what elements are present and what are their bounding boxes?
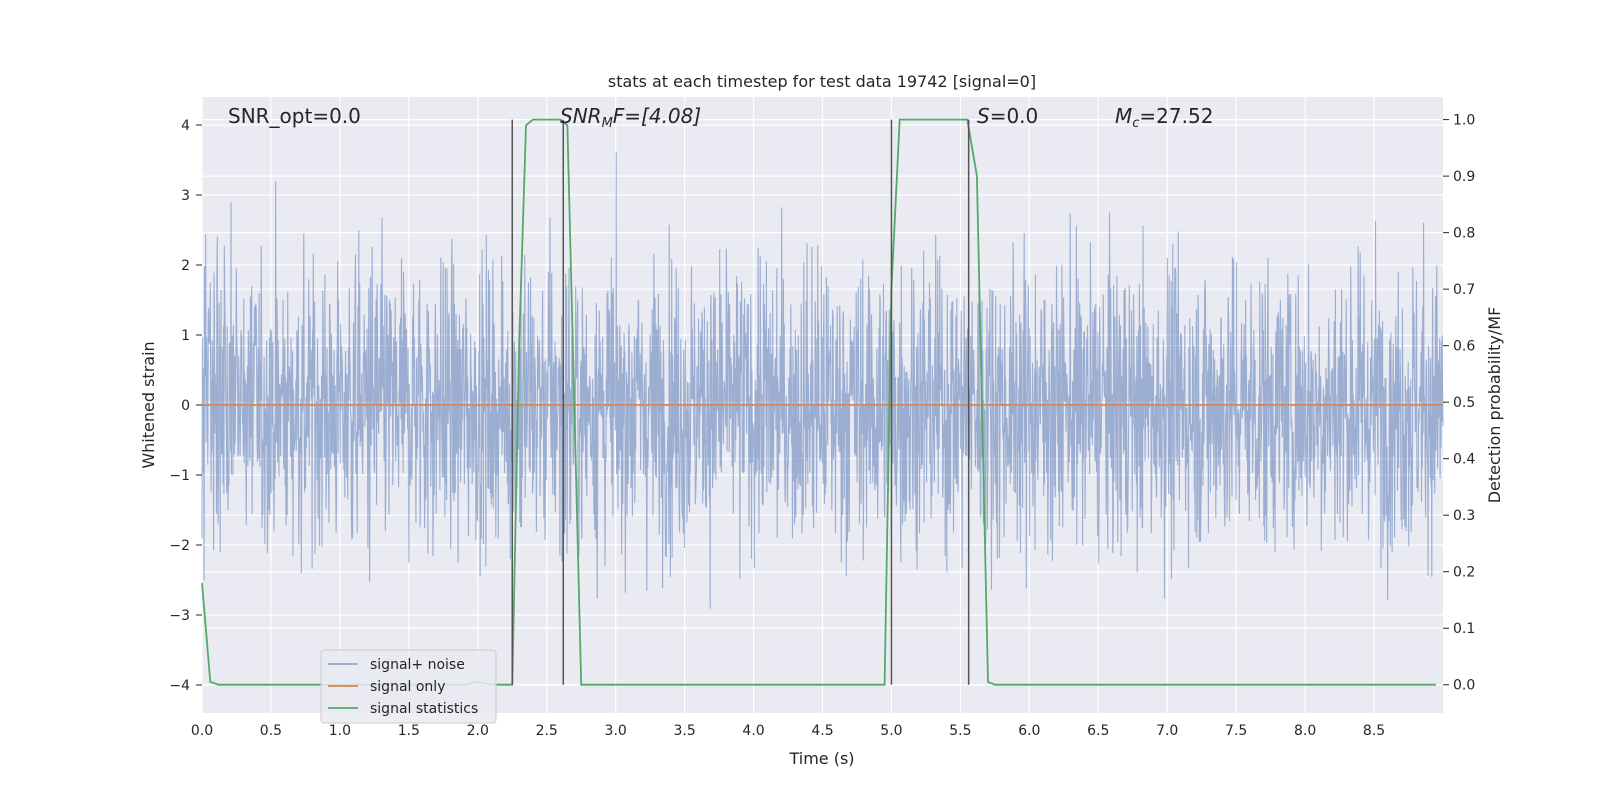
y2-tick-label: 0.3	[1453, 508, 1475, 524]
mc-base: M	[1115, 104, 1132, 128]
legend: signal+ noise signal only signal statist…	[320, 649, 497, 724]
x-tick-label: 0.5	[260, 723, 282, 739]
x-tick-label: 6.0	[1018, 723, 1040, 739]
series-signal-plus-noise	[201, 152, 1444, 609]
y2-tick-label: 0.7	[1453, 282, 1475, 298]
x-tick-label: 3.5	[673, 723, 695, 739]
vertical-markers	[511, 119, 970, 685]
legend-label-signal-only: signal only	[370, 679, 445, 695]
x-tick-label: 4.5	[811, 723, 833, 739]
y-tick-label: −1	[169, 468, 190, 484]
x-tick-label: 5.5	[949, 723, 971, 739]
s-label: S	[977, 104, 990, 128]
x-tick-label: 0.0	[191, 723, 213, 739]
x-tick-label: 8.5	[1363, 723, 1385, 739]
x-tick-label: 1.0	[329, 723, 351, 739]
y2-tick-label: 0.5	[1453, 395, 1475, 411]
y-tick-label: −4	[169, 678, 190, 694]
annotation-snr-mf: SNRMF=[4.08]	[560, 104, 701, 131]
mc-value: =27.52	[1139, 104, 1213, 128]
x-tick-label: 4.0	[742, 723, 764, 739]
legend-label-signal-statistics: signal statistics	[370, 701, 478, 717]
snr-mf-base: SNR	[560, 104, 602, 128]
x-tick-label: 6.5	[1087, 723, 1109, 739]
y-tick-label: −2	[169, 538, 190, 554]
y2-tick-label: 0.6	[1453, 339, 1475, 355]
noise-trace	[201, 152, 1444, 609]
legend-label-signal-plus-noise: signal+ noise	[370, 657, 465, 673]
x-axis-label: Time (s)	[788, 749, 854, 768]
y2-tick-label: 0.4	[1453, 452, 1475, 468]
y-axis-label: Whitened strain	[139, 341, 158, 468]
y-tick-label: −3	[169, 608, 190, 624]
x-tick-label: 3.0	[605, 723, 627, 739]
y2-tick-label: 0.1	[1453, 621, 1475, 637]
x-tick-label: 5.0	[880, 723, 902, 739]
y2-tick-label: 0.9	[1453, 169, 1475, 185]
annotation-snr-opt: SNR_opt=0.0	[228, 104, 361, 128]
y2-tick-label: 0.0	[1453, 678, 1475, 694]
y-tick-label: 2	[181, 258, 190, 274]
y-tick-label: 1	[181, 328, 190, 344]
x-tick-label: 2.0	[467, 723, 489, 739]
y-tick-label: 3	[181, 188, 190, 204]
mc-sub: c	[1132, 116, 1139, 131]
x-tick-label: 7.5	[1225, 723, 1247, 739]
y2-tick-label: 0.8	[1453, 226, 1475, 242]
snr-mf-sub: M	[602, 116, 613, 131]
s-value: =0.0	[990, 104, 1039, 128]
chart-title: stats at each timestep for test data 197…	[608, 72, 1036, 91]
x-tick-label: 8.0	[1294, 723, 1316, 739]
annotation-mc: Mc=27.52	[1115, 104, 1213, 131]
annotation-s: S=0.0	[977, 104, 1038, 128]
y2-tick-label: 1.0	[1453, 113, 1475, 129]
axis-ticks: 0.0 0.5 1.0 1.5 2.0 2.5 3.0 3.5 4.0 4.5 5.0 5.5 6.0 6…	[169, 113, 1475, 739]
y2-axis-label: Detection probability/MF	[1485, 307, 1504, 504]
y-tick-label: 0	[181, 398, 190, 414]
legend-box	[320, 649, 497, 724]
x-tick-label: 2.5	[536, 723, 558, 739]
y-tick-label: 4	[181, 118, 190, 134]
x-tick-label: 1.5	[398, 723, 420, 739]
snr-mf-rest: F=[4.08]	[613, 104, 701, 128]
y2-tick-label: 0.2	[1453, 565, 1475, 581]
x-tick-label: 7.0	[1156, 723, 1178, 739]
